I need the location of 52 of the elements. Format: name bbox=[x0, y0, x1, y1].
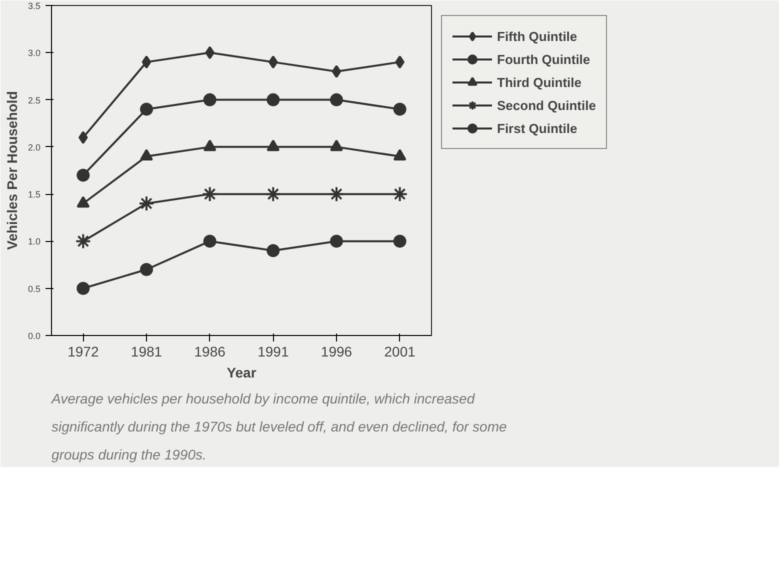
point bbox=[203, 93, 216, 106]
x-tick-label: 1972 bbox=[68, 344, 99, 360]
text: Average vehicles per household by income quintile, which increased significantly during the 1970s but leveled off, and even declined, for some groups during the 1990s. bbox=[50, 390, 507, 462]
y-tick-label: 0.0 bbox=[28, 331, 41, 341]
point bbox=[76, 168, 90, 182]
y-tick-label: 1.0 bbox=[28, 236, 41, 247]
legend-label: Second Quintile bbox=[497, 98, 596, 112]
point bbox=[395, 56, 404, 69]
y-tick-label: 0.5 bbox=[28, 284, 41, 294]
point bbox=[140, 149, 153, 161]
y-tick-label: 3.5 bbox=[28, 1, 41, 11]
point bbox=[138, 196, 154, 212]
point bbox=[265, 186, 282, 202]
y-tick-label: 2.0 bbox=[28, 142, 41, 152]
point bbox=[205, 46, 214, 60]
point bbox=[76, 282, 90, 295]
point bbox=[140, 263, 153, 276]
legend-label: First Quintile bbox=[497, 120, 578, 136]
point bbox=[203, 234, 216, 248]
x-tick-label: 1996 bbox=[320, 344, 352, 360]
y-tick-label: 1.5 bbox=[28, 190, 41, 200]
point bbox=[393, 102, 406, 116]
point bbox=[268, 56, 278, 69]
y-tick-label: 3.0 bbox=[28, 48, 41, 58]
point bbox=[76, 196, 90, 208]
point bbox=[393, 149, 406, 161]
y-tick-label: 2.5 bbox=[28, 95, 41, 106]
point bbox=[393, 234, 406, 248]
legend-label: Fourth Quintile bbox=[497, 52, 590, 66]
x-tick-label: 1986 bbox=[194, 344, 226, 360]
x-axis-title: Year bbox=[226, 364, 257, 380]
point bbox=[332, 65, 342, 78]
point bbox=[142, 56, 152, 69]
point bbox=[266, 244, 280, 258]
legend-label: Fifth Quintile bbox=[497, 28, 578, 44]
point bbox=[75, 233, 92, 250]
y-axis-title: Vehicles Per Household bbox=[4, 91, 20, 250]
point bbox=[330, 234, 343, 248]
point bbox=[203, 140, 216, 152]
x-tick-label: 2001 bbox=[384, 344, 416, 360]
point bbox=[140, 102, 153, 116]
point bbox=[202, 186, 218, 202]
point bbox=[266, 140, 280, 152]
x-tick-label: 1991 bbox=[258, 344, 289, 360]
x-tick-label: 1981 bbox=[130, 344, 162, 360]
legend-label: Third Quintile bbox=[497, 74, 582, 90]
point bbox=[78, 131, 88, 144]
point bbox=[330, 93, 343, 106]
point bbox=[392, 186, 408, 202]
point bbox=[266, 93, 280, 106]
point bbox=[330, 140, 343, 152]
point bbox=[328, 186, 344, 202]
